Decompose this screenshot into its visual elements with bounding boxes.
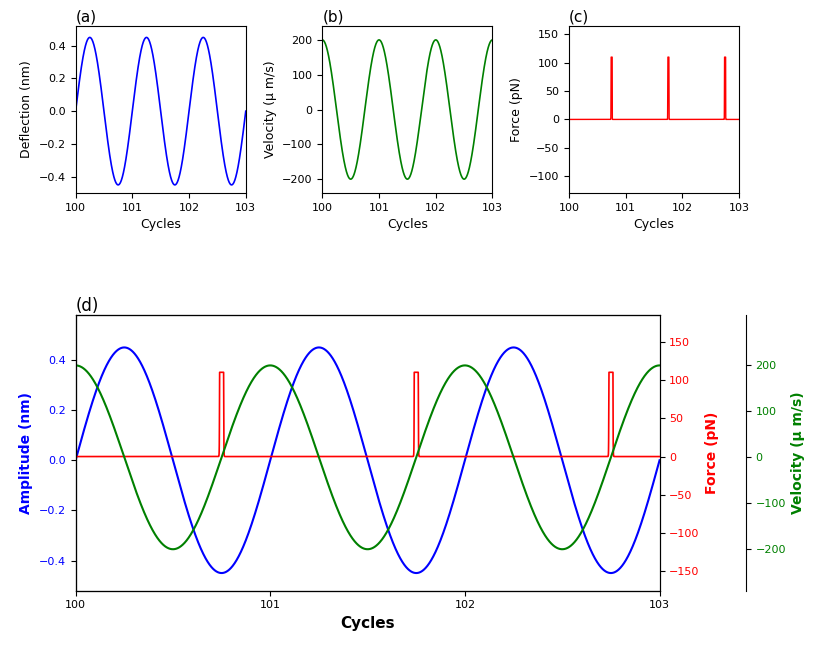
X-axis label: Cycles: Cycles bbox=[387, 218, 428, 231]
Text: (d): (d) bbox=[76, 297, 99, 315]
Y-axis label: Velocity (μ m/s): Velocity (μ m/s) bbox=[264, 61, 276, 158]
X-axis label: Cycles: Cycles bbox=[633, 218, 675, 231]
Y-axis label: Velocity (μ m/s): Velocity (μ m/s) bbox=[791, 391, 806, 514]
Text: (a): (a) bbox=[76, 10, 97, 25]
Y-axis label: Deflection (nm): Deflection (nm) bbox=[20, 60, 34, 158]
Y-axis label: Force (pN): Force (pN) bbox=[706, 411, 719, 494]
Text: (b): (b) bbox=[323, 10, 344, 25]
X-axis label: Cycles: Cycles bbox=[140, 218, 181, 231]
X-axis label: Cycles: Cycles bbox=[340, 616, 395, 631]
Y-axis label: Force (pN): Force (pN) bbox=[511, 77, 523, 142]
Y-axis label: Amplitude (nm): Amplitude (nm) bbox=[19, 392, 34, 514]
Text: (c): (c) bbox=[569, 10, 590, 25]
